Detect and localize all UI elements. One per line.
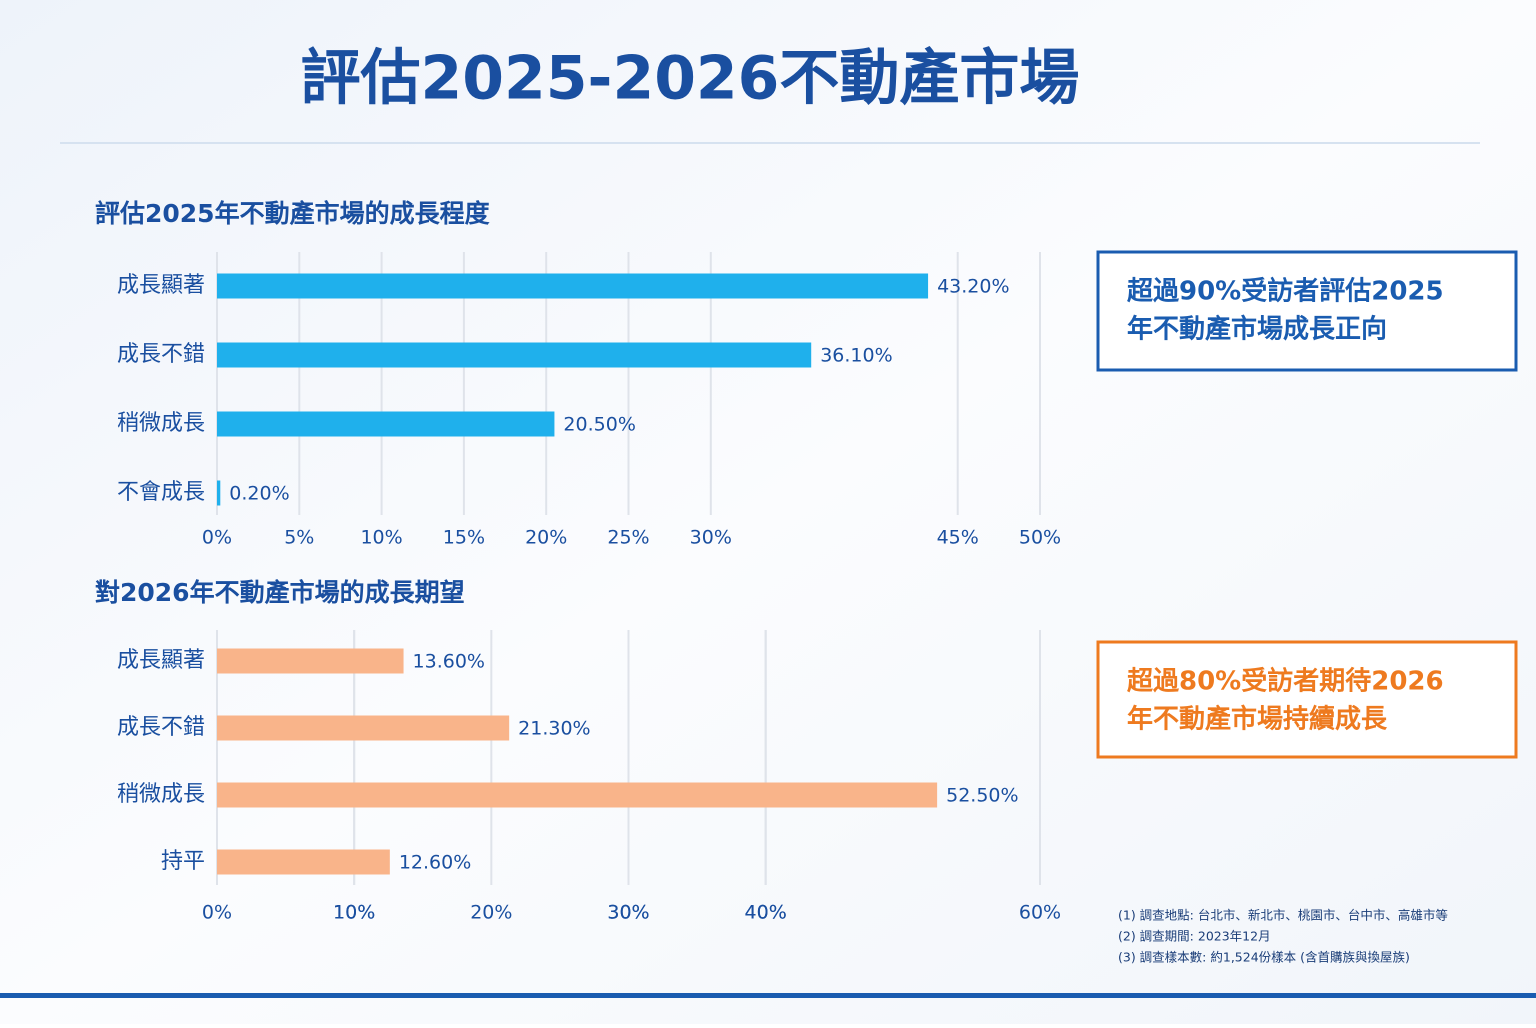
value-label: 43.20% [937,276,1009,298]
x-tick-label: 30% [690,527,732,549]
x-tick-label: 15% [443,527,485,549]
footnote: (1) 調查地點: 台北市、新北市、桃園市、台中市、高雄市等 [1118,908,1448,923]
bar [217,715,510,741]
value-label: 12.60% [399,852,471,874]
x-tick-label: 30% [607,902,649,924]
bottom-bar [0,993,1536,998]
x-tick-label: 60% [1019,902,1061,924]
x-tick-label: 20% [470,902,512,924]
value-label: 13.60% [413,651,485,673]
x-tick-label: 50% [1019,527,1061,549]
page-title: 評估2025-2026不動產市場 [301,44,1080,114]
bar [217,273,929,299]
x-tick-label: 20% [525,527,567,549]
bar [217,411,555,437]
category-label: 成長不錯 [117,342,205,367]
x-tick-label: 0% [202,902,232,924]
callout-text: 超過90%受訪者評估2025 [1127,276,1444,307]
bar [217,782,938,808]
value-label: 20.50% [563,414,635,436]
callout-box [1096,640,1518,759]
callout-text: 年不動產市場成長正向 [1127,314,1387,345]
category-label: 稍微成長 [117,411,205,436]
value-label: 21.30% [518,718,590,740]
bar [217,342,812,368]
x-tick-label: 40% [745,902,787,924]
callout-text: 年不動產市場持續成長 [1127,704,1388,735]
category-label: 成長顯著 [117,648,205,673]
bar [217,480,221,506]
callout-text: 超過80%受訪者期待2026 [1127,666,1444,697]
x-tick-label: 5% [284,527,314,549]
x-tick-label: 45% [937,527,979,549]
bar [217,648,404,674]
x-tick-label: 25% [607,527,649,549]
x-tick-label: 30% [607,902,649,924]
category-label: 稍微成長 [117,782,205,807]
x-tick-label: 10% [360,527,402,549]
chart-title: 對2026年不動產市場的成長期望 [95,578,465,607]
value-label: 0.20% [229,483,289,505]
callout-box [1096,250,1518,372]
x-tick-label: 10% [333,902,375,924]
x-tick-label: 0% [202,527,232,549]
value-label: 36.10% [820,345,892,367]
footnote: (3) 調查樣本數: 約1,524份樣本 (含首購族與換屋族) [1118,950,1410,965]
category-label: 不會成長 [117,480,205,505]
category-label: 成長不錯 [117,715,205,740]
x-tick-label: 10% [333,902,375,924]
footnote: (2) 調查期間: 2023年12月 [1118,929,1271,944]
chart-title: 評估2025年不動產市場的成長程度 [95,199,490,228]
category-label: 成長顯著 [117,273,205,298]
bar [217,849,390,875]
category-label: 持平 [161,849,205,874]
x-tick-label: 40% [745,902,787,924]
value-label: 52.50% [946,785,1018,807]
